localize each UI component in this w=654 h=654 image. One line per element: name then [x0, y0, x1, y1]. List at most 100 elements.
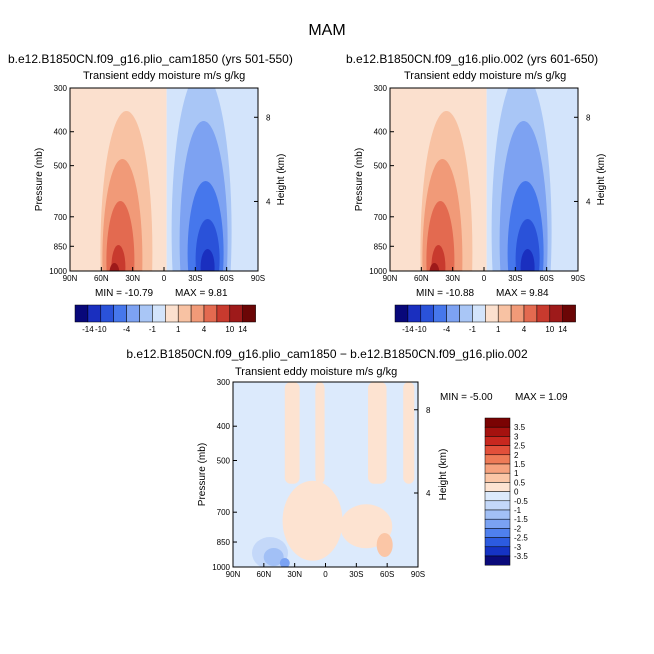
right-y-tick-label: 850 [374, 242, 388, 251]
diff-colorbar-label: 2.5 [514, 442, 526, 451]
diff-colorbar-label: 0 [514, 488, 519, 497]
left-colorbar-label: 14 [238, 325, 247, 334]
diff-min-label: MIN = -5.00 [440, 392, 493, 403]
diff-x-tick-label: 0 [323, 570, 328, 579]
left-panel-title: b.e12.B1850CN.f09_g16.plio_cam1850 (yrs … [8, 52, 293, 66]
diff-contour-pos-band [315, 382, 325, 484]
diff-contour-pos-band [368, 382, 387, 484]
right-colorbar-swatch [549, 304, 563, 323]
right-plot-area [389, 87, 579, 272]
right-colorbar-swatch [394, 304, 409, 323]
diff-panel-subtitle: Transient eddy moisture m/s g/kg [235, 366, 398, 378]
diff-x-tick-label: 30S [349, 570, 363, 579]
right-y-tick-label: 300 [374, 84, 388, 93]
right-colorbar-swatch [510, 304, 525, 323]
diff-colorbar-label: -2.5 [514, 534, 528, 543]
left-colorbar-label: -14 [82, 325, 94, 334]
diff-y2-tick-label: 8 [426, 406, 431, 415]
left-colorbar-swatch [165, 304, 179, 323]
left-y-tick-label: 1000 [49, 267, 67, 276]
left-colorbar-label: 10 [225, 325, 234, 334]
left-x-tick-label: 30N [125, 274, 140, 283]
right-colorbar-swatch [459, 304, 473, 323]
left-colorbar-swatch [190, 304, 205, 323]
diff-colorbar-swatch [484, 436, 511, 446]
diff-colorbar-label: 1.5 [514, 460, 526, 469]
diff-contour-fill [233, 382, 418, 567]
diff-x-tick-label: 60N [256, 570, 271, 579]
diff-colorbar-swatch [484, 417, 511, 428]
diff-colorbar-label: 2 [514, 451, 519, 460]
left-colorbar-label: -1 [149, 325, 157, 334]
diff-y-axis-label: Pressure (mb) [197, 443, 208, 506]
left-colorbar-swatch [87, 304, 102, 323]
diff-y-tick-label: 400 [217, 422, 231, 431]
right-colorbar-swatch [562, 304, 576, 323]
right-min-label: MIN = -10.88 [416, 288, 475, 299]
diff-x-tick-label: 60S [380, 570, 394, 579]
right-colorbar-label: 4 [522, 325, 527, 334]
right-contour-pos-5 [429, 263, 440, 271]
left-max-label: MAX = 9.81 [175, 288, 228, 299]
figure-title: MAM [308, 22, 346, 39]
diff-plot-area [232, 381, 419, 568]
right-contour-fill [390, 88, 578, 271]
right-y-tick-label: 400 [374, 128, 388, 137]
diff-y-tick-label: 1000 [212, 563, 230, 572]
right-contour-neg-5 [520, 249, 535, 271]
diff-max-label: MAX = 1.09 [515, 392, 568, 403]
diff-colorbar-swatch [484, 518, 511, 529]
right-x-tick-label: 60S [540, 274, 554, 283]
right-y-tick-label: 500 [374, 162, 388, 171]
right-colorbar-swatch [420, 304, 434, 323]
diff-contour-pos-band [403, 382, 415, 484]
right-colorbar-label: -1 [469, 325, 477, 334]
left-y-tick-label: 400 [54, 128, 68, 137]
left-y2-tick-label: 8 [266, 113, 271, 122]
diff-colorbar-label: 3.5 [514, 423, 526, 432]
right-x-tick-label: 30N [445, 274, 460, 283]
diff-colorbar-swatch [484, 491, 511, 502]
diff-colorbar-swatch [484, 509, 511, 520]
left-plot-area [69, 87, 259, 272]
right-colorbar-swatch [497, 304, 512, 323]
left-colorbar-swatch [242, 304, 256, 323]
right-y-tick-label: 1000 [369, 267, 387, 276]
diff-y-tick-label: 850 [217, 538, 231, 547]
right-y2-axis-label: Height (km) [596, 154, 607, 206]
left-colorbar-label: 1 [176, 325, 181, 334]
right-y-tick-label: 700 [374, 213, 388, 222]
diff-colorbar-label: 3 [514, 432, 519, 441]
diff-y-tick-label: 300 [217, 378, 231, 387]
left-y-axis-label: Pressure (mb) [34, 148, 45, 211]
left-y2-axis-label: Height (km) [276, 154, 287, 206]
left-colorbar-label: -10 [95, 325, 107, 334]
left-x-tick-label: 0 [162, 274, 167, 283]
diff-colorbar-label: -3.5 [514, 552, 528, 561]
right-colorbar-label: 10 [545, 325, 554, 334]
left-colorbar-swatch [126, 304, 140, 323]
right-x-tick-label: 90S [571, 274, 585, 283]
diff-colorbar-label: 0.5 [514, 478, 526, 487]
diff-x-tick-label: 90S [411, 570, 425, 579]
left-x-tick-label: 60S [220, 274, 234, 283]
diff-colorbar-swatch [484, 500, 511, 511]
right-colorbar-swatch [523, 304, 538, 323]
diff-colorbar-swatch [484, 445, 511, 456]
left-x-tick-label: 90S [251, 274, 265, 283]
left-colorbar-swatch [100, 304, 114, 323]
right-colorbar-label: -4 [443, 325, 451, 334]
left-min-label: MIN = -10.79 [95, 288, 154, 299]
diff-colorbar-label: -0.5 [514, 497, 528, 506]
right-max-label: MAX = 9.84 [496, 288, 549, 299]
left-colorbar-label: 4 [202, 325, 207, 334]
left-colorbar-swatch [139, 304, 153, 323]
diff-colorbar-label: -1.5 [514, 515, 528, 524]
diff-colorbar-swatch [484, 555, 511, 566]
right-colorbar-label: -14 [402, 325, 414, 334]
left-colorbar-swatch [229, 304, 243, 323]
diff-colorbar-label: -2 [514, 524, 522, 533]
diff-colorbar-label: 1 [514, 469, 519, 478]
right-colorbar-swatch [536, 304, 551, 323]
